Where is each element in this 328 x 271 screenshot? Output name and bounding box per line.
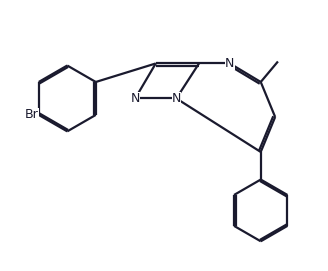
- Text: Br: Br: [25, 108, 39, 121]
- Text: N: N: [225, 57, 235, 70]
- Text: N: N: [172, 92, 181, 105]
- Text: N: N: [131, 92, 140, 105]
